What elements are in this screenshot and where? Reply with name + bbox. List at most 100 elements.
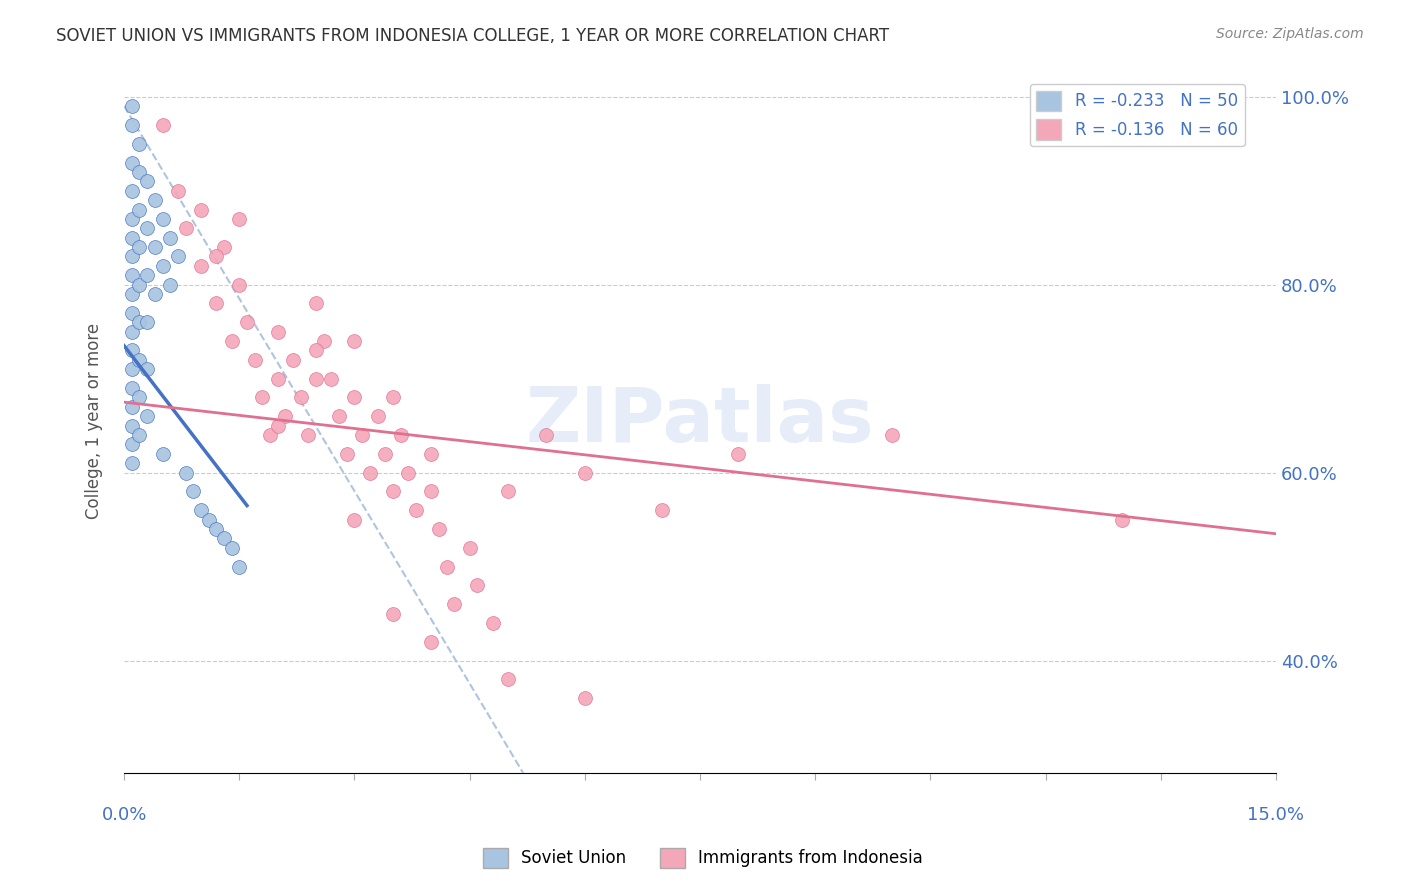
Point <box>458 541 481 555</box>
Y-axis label: College, 1 year or more: College, 1 year or more <box>86 323 103 519</box>
Point <box>197 513 219 527</box>
Point <box>121 184 143 198</box>
Point <box>880 428 903 442</box>
Point <box>128 277 150 292</box>
Point <box>496 484 519 499</box>
Point <box>212 240 235 254</box>
Point <box>152 259 174 273</box>
Point <box>1111 513 1133 527</box>
Point <box>396 466 419 480</box>
Point <box>143 240 166 254</box>
Point <box>343 391 366 405</box>
Point <box>136 268 159 283</box>
Point <box>436 559 458 574</box>
Point <box>121 418 143 433</box>
Point <box>152 211 174 226</box>
Point <box>136 221 159 235</box>
Point <box>274 409 297 424</box>
Point <box>727 447 749 461</box>
Point <box>121 230 143 244</box>
Point <box>267 325 290 339</box>
Point <box>152 447 174 461</box>
Point <box>159 230 181 244</box>
Text: ZIPatlas: ZIPatlas <box>526 384 875 458</box>
Point <box>574 691 596 706</box>
Point <box>228 277 250 292</box>
Point <box>205 522 228 536</box>
Point <box>328 409 350 424</box>
Point <box>496 673 519 687</box>
Point <box>174 466 197 480</box>
Point <box>427 522 450 536</box>
Point <box>420 447 443 461</box>
Point <box>236 315 259 329</box>
Point <box>212 532 235 546</box>
Point <box>312 334 335 348</box>
Point <box>128 202 150 217</box>
Point <box>128 352 150 367</box>
Point <box>297 428 319 442</box>
Point <box>281 352 304 367</box>
Text: SOVIET UNION VS IMMIGRANTS FROM INDONESIA COLLEGE, 1 YEAR OR MORE CORRELATION CH: SOVIET UNION VS IMMIGRANTS FROM INDONESI… <box>56 27 890 45</box>
Point <box>305 296 328 310</box>
Point <box>121 99 143 113</box>
Point <box>381 391 404 405</box>
Point <box>128 391 150 405</box>
Point <box>221 541 243 555</box>
Point <box>128 165 150 179</box>
Point <box>181 484 204 499</box>
Point <box>121 400 143 414</box>
Point <box>128 136 150 151</box>
Point <box>290 391 312 405</box>
Point <box>536 428 558 442</box>
Point <box>259 428 281 442</box>
Point <box>121 118 143 132</box>
Point <box>128 428 150 442</box>
Point <box>121 381 143 395</box>
Point <box>143 193 166 207</box>
Point <box>121 306 143 320</box>
Point <box>228 211 250 226</box>
Point <box>343 334 366 348</box>
Point <box>389 428 412 442</box>
Text: 0.0%: 0.0% <box>101 806 146 824</box>
Point <box>121 268 143 283</box>
Point <box>121 211 143 226</box>
Point <box>574 466 596 480</box>
Point <box>136 174 159 188</box>
Point <box>205 296 228 310</box>
Point <box>221 334 243 348</box>
Point <box>481 615 503 630</box>
Point <box>443 597 465 611</box>
Point <box>305 343 328 358</box>
Point <box>136 409 159 424</box>
Point <box>143 287 166 301</box>
Point <box>381 484 404 499</box>
Point <box>321 372 343 386</box>
Point <box>121 456 143 470</box>
Point <box>205 250 228 264</box>
Point <box>267 372 290 386</box>
Point <box>121 287 143 301</box>
Point <box>267 418 290 433</box>
Point <box>121 362 143 376</box>
Point <box>159 277 181 292</box>
Point <box>352 428 374 442</box>
Point <box>190 503 212 517</box>
Point <box>121 155 143 169</box>
Point <box>405 503 427 517</box>
Point <box>420 635 443 649</box>
Point <box>128 315 150 329</box>
Text: Source: ZipAtlas.com: Source: ZipAtlas.com <box>1216 27 1364 41</box>
Point <box>152 118 174 132</box>
Point <box>167 184 190 198</box>
Point <box>190 259 212 273</box>
Point <box>367 409 389 424</box>
Point <box>651 503 673 517</box>
Legend: R = -0.233   N = 50, R = -0.136   N = 60: R = -0.233 N = 50, R = -0.136 N = 60 <box>1029 84 1244 146</box>
Point <box>121 250 143 264</box>
Point <box>174 221 197 235</box>
Point <box>305 372 328 386</box>
Point <box>336 447 359 461</box>
Point <box>190 202 212 217</box>
